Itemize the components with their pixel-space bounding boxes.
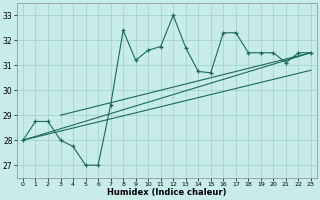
- X-axis label: Humidex (Indice chaleur): Humidex (Indice chaleur): [107, 188, 227, 197]
